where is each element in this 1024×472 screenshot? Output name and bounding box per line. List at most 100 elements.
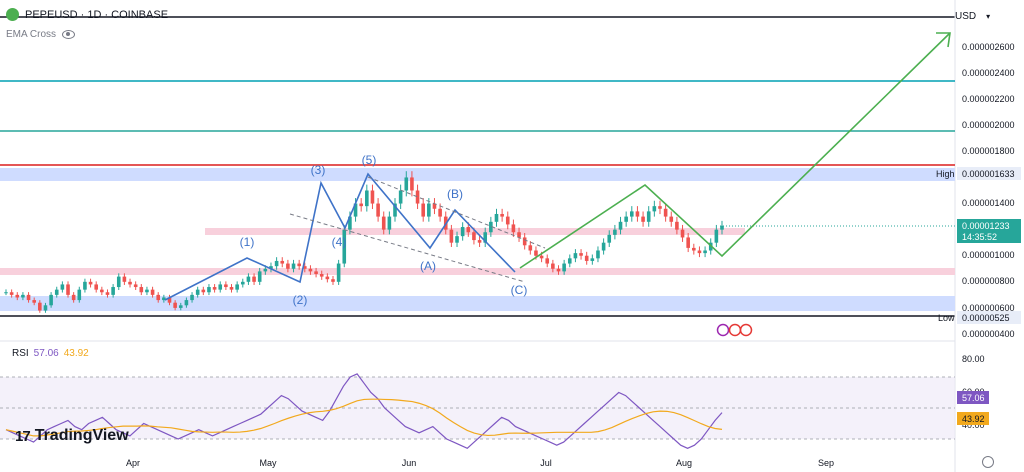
settings-icon[interactable] [982, 456, 994, 468]
candle-body[interactable] [83, 281, 87, 290]
candle-body[interactable] [686, 237, 690, 248]
candle-body[interactable] [522, 237, 527, 246]
candle-body[interactable] [26, 294, 31, 301]
candle-body[interactable] [184, 300, 189, 306]
flag-event-icon[interactable] [728, 323, 742, 337]
candle-body[interactable] [624, 216, 628, 222]
candle-body[interactable] [240, 281, 245, 285]
candle-body[interactable] [325, 276, 330, 280]
candle-body[interactable] [224, 284, 228, 288]
candle-body[interactable] [455, 236, 459, 243]
candle-body[interactable] [511, 224, 516, 233]
candle-body[interactable] [489, 221, 493, 233]
candle-body[interactable] [94, 284, 99, 290]
candle-body[interactable] [100, 289, 104, 293]
candle-body[interactable] [692, 247, 696, 251]
eye-icon[interactable] [62, 30, 76, 39]
candle-body[interactable] [652, 206, 657, 212]
candle-body[interactable] [314, 271, 318, 274]
candle-body[interactable] [466, 227, 471, 233]
candle-body[interactable] [263, 268, 268, 272]
candle-body[interactable] [545, 258, 550, 264]
candle-body[interactable] [274, 260, 279, 267]
candle-body[interactable] [218, 284, 223, 290]
candle-body[interactable] [128, 281, 132, 285]
indicator-legend[interactable]: EMA Cross [6, 29, 76, 40]
candle-body[interactable] [252, 276, 256, 282]
candle-body[interactable] [32, 300, 36, 303]
candle-body[interactable] [111, 287, 115, 295]
candle-body[interactable] [286, 263, 290, 269]
candle-body[interactable] [629, 211, 634, 217]
candle-body[interactable] [190, 294, 194, 301]
candle-body[interactable] [675, 221, 679, 230]
candle-body[interactable] [483, 232, 488, 243]
candle-body[interactable] [71, 294, 76, 301]
candle-body[interactable] [365, 190, 369, 207]
candle-body[interactable] [697, 250, 702, 254]
candle-body[interactable] [579, 253, 583, 256]
candle-body[interactable] [500, 213, 504, 217]
candle-body[interactable] [54, 289, 59, 295]
candle-body[interactable] [229, 287, 234, 290]
candle-body[interactable] [613, 229, 617, 235]
candle-body[interactable] [646, 211, 651, 222]
candle-body[interactable] [297, 263, 301, 267]
candle-body[interactable] [534, 250, 538, 256]
candle-body[interactable] [156, 294, 161, 301]
candle-body[interactable] [432, 203, 437, 209]
candle-body[interactable] [584, 255, 589, 261]
candle-body[interactable] [658, 206, 662, 209]
candle-body[interactable] [150, 289, 155, 295]
candle-body[interactable] [635, 211, 640, 217]
candle-body[interactable] [66, 284, 70, 295]
candle-body[interactable] [269, 266, 273, 269]
candle-body[interactable] [342, 229, 347, 264]
candle-body[interactable] [178, 305, 183, 308]
candle-body[interactable] [38, 302, 42, 311]
candle-body[interactable] [703, 250, 707, 254]
candle-body[interactable] [336, 263, 341, 282]
candle-body[interactable] [195, 289, 200, 295]
candle-body[interactable] [376, 203, 380, 217]
currency-selector[interactable]: USD ▾ [955, 11, 990, 22]
candle-body[interactable] [601, 242, 606, 251]
candle-body[interactable] [477, 240, 482, 243]
candle-body[interactable] [663, 208, 668, 217]
candle-body[interactable] [173, 302, 177, 308]
candle-body[interactable] [415, 190, 420, 204]
candle-body[interactable] [618, 221, 623, 230]
candle-body[interactable] [551, 263, 555, 269]
candle-body[interactable] [460, 227, 465, 237]
candle-body[interactable] [139, 287, 144, 293]
candle-body[interactable] [21, 294, 25, 298]
candle-body[interactable] [517, 232, 521, 238]
candle-body[interactable] [607, 234, 612, 243]
candle-body[interactable] [308, 268, 313, 272]
candle-body[interactable] [49, 294, 53, 306]
candle-body[interactable] [43, 305, 48, 311]
rsi-legend[interactable]: RSI 57.06 43.92 [12, 348, 89, 359]
candle-body[interactable] [133, 284, 138, 288]
candle-body[interactable] [494, 213, 499, 222]
candle-body[interactable] [393, 203, 397, 217]
symbol-header[interactable]: PEPEUSD · 1D · COINBASE [6, 8, 168, 21]
candle-body[interactable] [15, 294, 20, 298]
candle-body[interactable] [116, 276, 121, 288]
current-price-badge[interactable] [957, 219, 1021, 243]
candle-body[interactable] [387, 216, 392, 230]
candle-body[interactable] [567, 258, 572, 264]
candle-body[interactable] [167, 297, 172, 303]
candle-body[interactable] [669, 216, 674, 222]
candle-body[interactable] [720, 225, 724, 230]
candle-body[interactable] [596, 250, 600, 259]
candle-body[interactable] [9, 292, 14, 295]
candle-body[interactable] [353, 203, 358, 217]
tradingview-branding[interactable]: 17 TradingView [15, 427, 129, 445]
candle-body[interactable] [201, 289, 206, 293]
candle-body[interactable] [348, 216, 352, 230]
candle-body[interactable] [427, 203, 431, 217]
candle-body[interactable] [505, 216, 510, 225]
candle-body[interactable] [88, 281, 93, 285]
candle-body[interactable] [235, 284, 239, 290]
